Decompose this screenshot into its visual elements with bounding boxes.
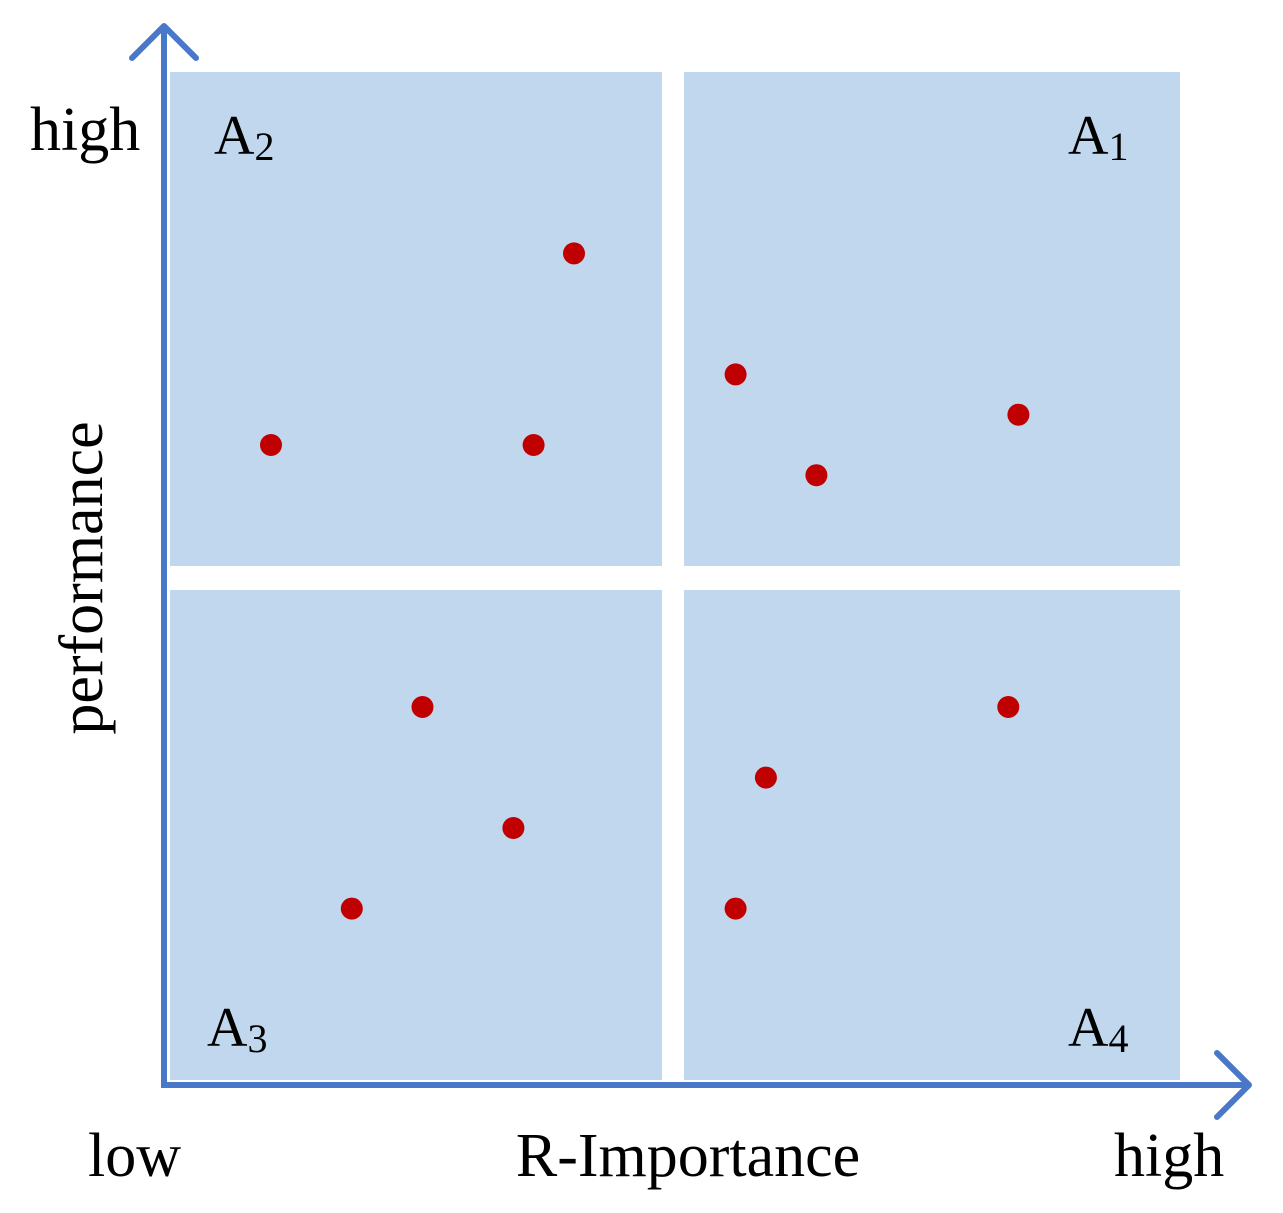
y-axis-high-label: high (30, 96, 140, 164)
quadrant-label-a3-letter: A (207, 997, 248, 1059)
quadrant-a2 (170, 72, 662, 566)
quadrant-a4 (684, 590, 1180, 1080)
axes-group (129, 23, 1252, 1120)
data-point-a2-1 (563, 242, 585, 265)
data-point-group (260, 242, 1030, 920)
data-point-a4-12 (724, 897, 747, 920)
data-point-a4-10 (997, 696, 1020, 718)
quadrant-label-a4-subscript: 4 (1108, 1016, 1128, 1061)
x-axis-low-label: low (88, 1122, 181, 1190)
data-point-a3-7 (411, 696, 434, 718)
x-axis-high-label: high (1114, 1122, 1224, 1190)
quadrant-label-a3-subscript: 3 (247, 1016, 267, 1061)
x-axis-arrowhead (1214, 1050, 1252, 1120)
quadrant-label-a2-subscript: 2 (254, 124, 274, 169)
quadrant-a1 (684, 72, 1180, 566)
data-point-a3-9 (340, 897, 363, 920)
quadrant-label-a1-subscript: 1 (1108, 124, 1128, 169)
quadrant-label-a4-letter: A (1068, 997, 1109, 1059)
quadrant-a3 (170, 590, 662, 1080)
quadrant-label-a2-letter: A (214, 105, 255, 167)
quadrant-label-a1-letter: A (1068, 105, 1109, 167)
quadrant-group (170, 72, 1180, 1080)
data-point-a1-5 (1007, 403, 1030, 426)
x-axis-title: R-Importance (516, 1122, 860, 1190)
quadrant-label-a1: A1 (1068, 105, 1128, 169)
data-point-a1-6 (805, 464, 828, 487)
data-point-a2-2 (260, 434, 282, 456)
data-point-a1-4 (724, 363, 747, 386)
quadrant-label-a3: A3 (207, 997, 267, 1061)
data-point-a3-8 (502, 817, 525, 839)
y-axis-title: performance (48, 421, 116, 734)
quadrant-label-a2: A2 (214, 105, 274, 169)
quadrant-label-a4: A4 (1068, 997, 1128, 1061)
data-point-a2-3 (522, 434, 545, 456)
y-axis-arrowhead (129, 23, 199, 61)
data-point-a4-11 (754, 766, 777, 789)
